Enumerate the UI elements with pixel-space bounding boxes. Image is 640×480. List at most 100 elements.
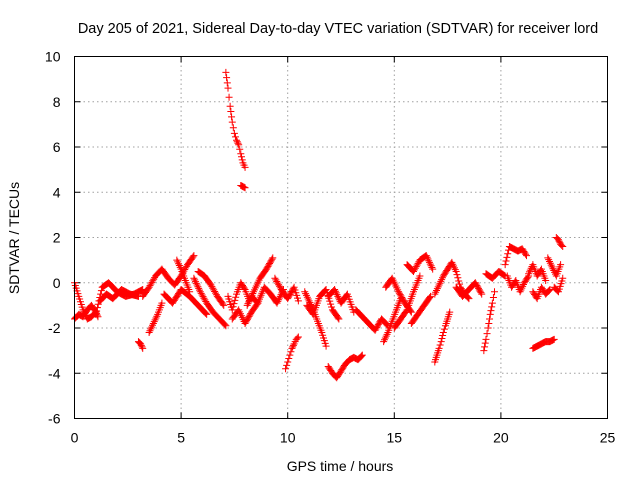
data-point <box>238 153 246 161</box>
data-point <box>232 293 240 301</box>
data-point <box>269 254 277 262</box>
data-point <box>276 292 284 300</box>
y-tick-label: 10 <box>45 49 61 65</box>
data-point <box>231 133 239 141</box>
data-point <box>549 265 557 273</box>
data-point <box>402 307 410 315</box>
data-point <box>518 284 526 292</box>
data-point <box>209 284 217 292</box>
data-point <box>431 290 439 298</box>
data-point <box>207 281 215 289</box>
data-point <box>357 352 365 360</box>
data-point <box>335 294 343 302</box>
data-point <box>546 286 554 294</box>
data-point <box>149 277 157 285</box>
data-point <box>223 79 231 87</box>
data-point <box>233 138 241 146</box>
data-point <box>488 299 496 307</box>
x-tick-label: 25 <box>600 430 616 446</box>
data-point <box>438 276 446 284</box>
data-point <box>93 307 101 315</box>
data-point <box>190 274 198 282</box>
x-tick-label: 15 <box>387 430 403 446</box>
data-point <box>427 262 435 270</box>
data-point <box>488 303 496 311</box>
y-tick-label: 8 <box>53 94 61 110</box>
data-point <box>525 270 533 278</box>
data-point <box>193 281 201 289</box>
data-point <box>183 262 191 270</box>
data-point <box>198 291 206 299</box>
data-point <box>322 342 330 350</box>
data-point <box>544 254 552 262</box>
data-point <box>548 263 556 271</box>
data-point <box>201 309 209 317</box>
data-point <box>190 252 198 260</box>
data-point <box>221 321 229 329</box>
data-point <box>491 288 499 296</box>
data-point <box>546 259 554 267</box>
data-point <box>282 365 290 373</box>
data-point <box>272 276 280 284</box>
data-point <box>438 274 446 282</box>
data-point <box>333 291 341 299</box>
data-point <box>275 296 283 304</box>
data-point <box>381 334 389 342</box>
data-point <box>411 264 419 272</box>
data-point <box>289 343 297 351</box>
data-point <box>222 322 230 330</box>
y-tick-label: -6 <box>48 411 61 427</box>
data-point <box>489 293 497 301</box>
data-point <box>210 286 218 294</box>
data-point <box>237 150 245 158</box>
data-point <box>410 266 418 274</box>
data-point <box>202 297 210 305</box>
data-point <box>504 250 512 258</box>
data-point <box>223 74 231 82</box>
data-point <box>550 335 558 343</box>
data-point <box>176 263 184 271</box>
data-point <box>283 361 291 369</box>
data-point <box>450 264 458 272</box>
data-point <box>222 68 230 76</box>
data-point <box>228 306 236 314</box>
data-point <box>92 310 100 318</box>
data-point <box>524 273 532 281</box>
data-point <box>545 286 553 294</box>
data-point <box>435 281 443 289</box>
data-point <box>559 274 567 282</box>
data-point <box>233 136 241 144</box>
data-point <box>244 300 252 308</box>
data-point <box>464 294 472 302</box>
data-point <box>191 276 199 284</box>
data-point <box>229 303 237 311</box>
data-point <box>153 312 161 320</box>
data-point <box>358 351 366 359</box>
data-point <box>203 310 211 318</box>
data-point <box>433 286 441 294</box>
data-point <box>334 314 342 322</box>
data-point <box>486 310 494 318</box>
data-point <box>502 257 510 265</box>
data-point <box>423 253 431 261</box>
data-point <box>328 303 336 311</box>
data-point <box>197 289 205 297</box>
data-point <box>146 327 154 335</box>
data-point <box>304 295 312 303</box>
data-point <box>195 284 203 292</box>
data-point <box>148 278 156 286</box>
data-point <box>481 343 489 351</box>
data-point <box>440 325 448 333</box>
data-point <box>331 286 339 294</box>
data-point <box>294 297 302 305</box>
data-point <box>542 276 550 284</box>
data-point <box>271 274 279 282</box>
data-point <box>149 319 157 327</box>
data-point <box>148 323 156 331</box>
data-point <box>225 93 233 101</box>
data-point <box>435 344 443 352</box>
data-point <box>173 256 181 264</box>
data-points <box>71 68 567 382</box>
data-point <box>500 271 508 279</box>
data-point <box>274 279 282 287</box>
